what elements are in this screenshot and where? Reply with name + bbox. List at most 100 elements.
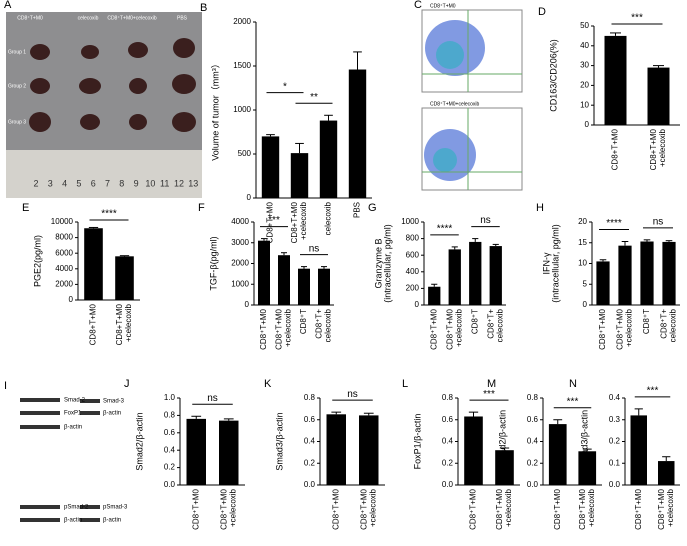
bar — [348, 69, 367, 199]
y-tick-label: 20 — [580, 81, 589, 90]
panel-letter: I — [4, 380, 7, 392]
x-tick-label: CD8⁺T+M0 — [598, 308, 607, 349]
ruler-number: 10 — [145, 178, 155, 188]
y-tick-label: 0 — [245, 300, 250, 309]
panel-letter: F — [198, 202, 205, 214]
y-tick-label: 0.2 — [442, 458, 454, 467]
y-tick-label: 200 — [406, 284, 420, 293]
significance-label: *** — [647, 386, 659, 397]
bar — [647, 67, 670, 125]
y-tick-label: 0 — [585, 120, 590, 129]
bar — [596, 261, 610, 305]
bar — [290, 153, 309, 198]
panel-letter: G — [368, 202, 377, 214]
x-tick-label: CD8⁺T+M0+celecoxib — [359, 488, 377, 529]
bar — [548, 424, 567, 485]
bar — [618, 245, 632, 305]
y-tick-label: 1000 — [401, 217, 419, 226]
y-tick-label: 0.6 — [527, 415, 539, 424]
y-tick-label: 0.3 — [609, 415, 621, 424]
y-tick-label: 0 — [415, 300, 420, 309]
y-tick-label: 0.8 — [304, 393, 316, 402]
ruler-number: 6 — [91, 178, 96, 188]
panel-letter: E — [22, 202, 29, 214]
y-tick-label: 2000 — [231, 259, 249, 268]
x-tick-label: CD8⁺T+M0 — [331, 488, 340, 529]
y-tick-label: 10 — [578, 259, 587, 268]
blot-label: β-actin — [64, 425, 82, 431]
x-tick-label: CD8⁺T+celecoxib — [315, 308, 333, 342]
significance-label: ns — [309, 243, 320, 254]
ruler-number: 2 — [33, 178, 38, 188]
x-tick-label: CD8⁺T — [299, 309, 308, 334]
y-axis-label: IFN-γ(intracellular, pg/ml) — [542, 224, 561, 303]
bar — [489, 246, 502, 305]
y-tick-label: 1000 — [231, 279, 249, 288]
bar — [258, 240, 270, 305]
x-tick-label: CD8⁺T+M0 — [259, 308, 268, 349]
y-axis-label: PGE2(pg/ml) — [32, 235, 42, 287]
bar — [578, 451, 597, 485]
row-label: Group 1 — [8, 49, 26, 55]
y-axis-label: pSmad3/β-actin — [579, 410, 589, 473]
y-axis-label: Smad2/β-actin — [134, 412, 144, 470]
ruler-number: 3 — [48, 178, 53, 188]
blot-label: β-actin — [64, 518, 82, 524]
significance-label: **** — [101, 209, 117, 220]
x-tick-label: CD8⁺T — [470, 309, 479, 334]
x-tick-label: CD8⁺T+M0 — [429, 308, 438, 349]
significance-label: ** — [310, 92, 318, 103]
y-tick-label: 0.8 — [442, 393, 454, 402]
significance-label: **** — [606, 218, 622, 229]
x-tick-label: CD8+T+M0+celecoxib — [649, 128, 667, 170]
y-axis-label: pSmad2/β-actin — [497, 410, 507, 473]
ruler-number: 7 — [105, 178, 110, 188]
bar — [84, 228, 103, 300]
x-tick-label: CD8⁺T — [642, 309, 651, 334]
x-tick-label: CD8+T+M0 — [611, 128, 620, 170]
y-tick-label: 10 — [580, 100, 589, 109]
ruler-number: 11 — [160, 178, 169, 188]
y-tick-label: 0.4 — [304, 437, 316, 446]
panel-letter: M — [487, 378, 496, 390]
x-tick-label: CD8+T+M0 — [266, 201, 275, 243]
y-tick-label: 0.4 — [164, 445, 176, 454]
blot-label: pSmad-2 — [64, 505, 89, 511]
y-tick-label: 8000 — [55, 233, 73, 242]
bar — [640, 241, 654, 305]
y-tick-label: 40 — [580, 41, 589, 50]
significance-label: **** — [437, 224, 453, 235]
blot-label: FoxP1 — [64, 411, 82, 417]
y-tick-label: 20 — [578, 217, 587, 226]
y-tick-label: 1500 — [233, 61, 251, 70]
ruler-number: 13 — [188, 178, 198, 188]
panel-letter: J — [124, 378, 130, 390]
ruler-number: 5 — [76, 178, 81, 188]
bar — [319, 120, 338, 198]
y-tick-label: 0 — [69, 295, 74, 304]
bar — [448, 249, 461, 305]
blot-label: β-actin — [103, 411, 121, 417]
y-tick-label: 0.2 — [304, 458, 316, 467]
y-axis-label: FoxP1/β-actin — [412, 414, 422, 470]
y-tick-label: 600 — [406, 250, 420, 259]
flow-plots — [421, 9, 523, 191]
x-tick-label: CD8+T+M0 — [89, 303, 98, 345]
significance-label: ns — [347, 389, 358, 400]
x-tick-label: CD8⁺T+M0+celecoxib — [275, 308, 293, 349]
panel-letter: A — [4, 0, 12, 11]
blot-bands — [20, 398, 100, 522]
y-tick-label: 0.0 — [164, 480, 176, 489]
y-tick-label: 4000 — [55, 264, 73, 273]
y-tick-label: 0.4 — [527, 437, 539, 446]
y-tick-label: 0.1 — [609, 458, 621, 467]
tumors — [29, 38, 196, 132]
x-tick-label: PBS — [353, 202, 362, 218]
y-axis-label: TGF-β(pg/ml) — [208, 236, 218, 290]
bar — [261, 136, 280, 198]
significance-label: ns — [480, 215, 491, 226]
ruler — [6, 150, 202, 198]
y-tick-label: 0.2 — [164, 463, 176, 472]
column-label: PBS — [177, 15, 188, 21]
